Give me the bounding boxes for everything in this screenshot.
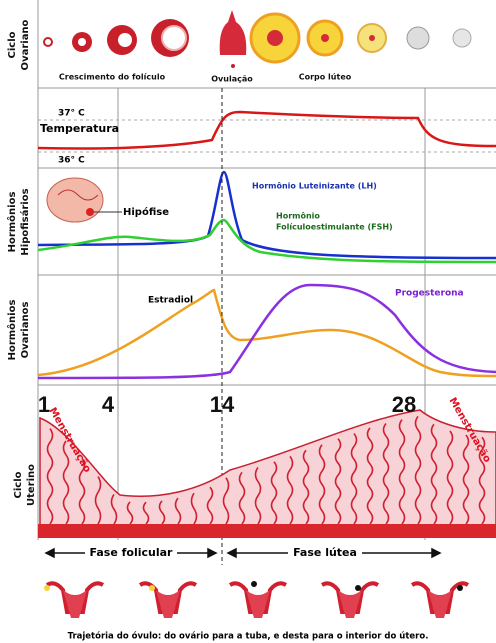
- day-label: 28: [392, 392, 416, 417]
- day-label: 4: [102, 392, 115, 417]
- gland-label: Hipófise: [123, 206, 169, 218]
- fsh-label: Hormônio: [276, 211, 320, 221]
- row-label: Hormônios: [6, 192, 18, 253]
- ovum: [44, 585, 50, 591]
- caption: Crescimento do folículo: [59, 73, 166, 82]
- ovum: [149, 585, 155, 591]
- row-label: Hipofisários: [19, 188, 31, 255]
- ovum: [251, 581, 257, 587]
- background: [0, 0, 496, 643]
- row-label: Uterino: [26, 464, 37, 506]
- row-label: Ovarianos: [20, 302, 31, 359]
- caption: Corpo lúteo: [299, 73, 352, 82]
- ovum: [355, 585, 361, 591]
- fsh-label: Folículoestimulante (FSH): [276, 223, 393, 232]
- temp-low: 36° C: [58, 156, 85, 166]
- day-label: 14: [210, 392, 235, 417]
- progesterone-label: Progesterona: [395, 289, 464, 299]
- row-label: Hormônios: [6, 300, 18, 361]
- row-label: Ovariano: [20, 19, 31, 70]
- caption: Trajetória do óvulo: do ovário para a tu…: [68, 631, 429, 642]
- ovum: [457, 585, 463, 591]
- row-label: Ciclo: [7, 31, 18, 58]
- phase-label: Fase lútea: [293, 546, 357, 559]
- caption: Ovulação: [211, 75, 253, 84]
- temp-label: Temperatura: [40, 122, 119, 135]
- temp-high: 37° C: [58, 109, 85, 119]
- lh-label: Hormônio Luteinizante (LH): [252, 181, 377, 191]
- estradiol-label: Estradiol: [148, 296, 193, 306]
- myometrium: [38, 524, 496, 538]
- phase-label: Fase folicular: [90, 546, 174, 559]
- cycle-diagram: Ciclo Ovariano Hormônios Hipofisários Ho…: [0, 0, 496, 643]
- row-label: Ciclo: [13, 471, 24, 498]
